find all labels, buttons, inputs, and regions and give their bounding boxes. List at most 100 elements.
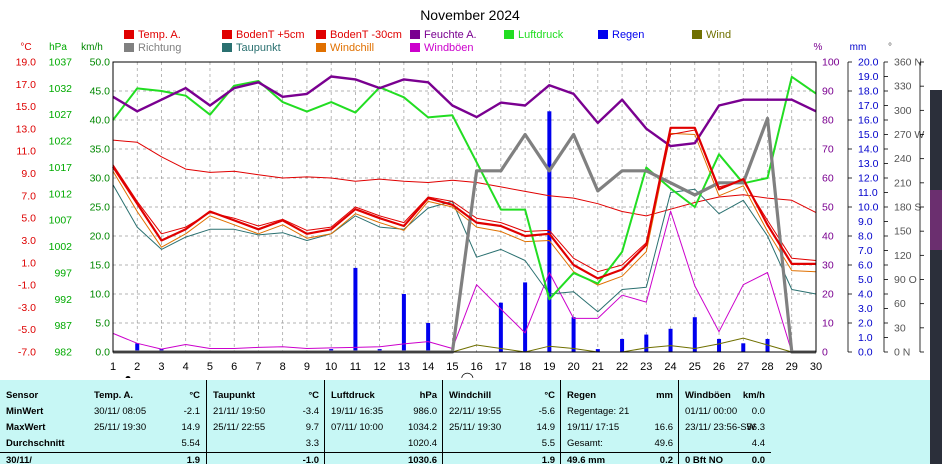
pressure-tick-label: 992 [54, 294, 72, 306]
stats-cell-value: 14.9 [537, 420, 556, 436]
x-tick-label: 17 [495, 361, 507, 373]
section-title: Taupunkt [213, 388, 255, 404]
rain-bar [523, 282, 527, 352]
temp-tick-label: -5.0 [18, 324, 36, 336]
direction-tick-label: 240 [894, 153, 912, 165]
rain-bar [620, 339, 624, 352]
rain-bar [572, 317, 576, 352]
stats-cell-value: 0.2 [660, 453, 673, 469]
stats-cell-time: 23/11/ 23:56-SW [685, 420, 756, 436]
humidity-tick-label: 30 [822, 260, 834, 272]
x-tick-label: 21 [592, 361, 604, 373]
humidity-tick-label: 90 [822, 86, 834, 98]
stats-cell-value: 49.6 [655, 436, 674, 452]
wind-tick-label: 10.0 [90, 289, 111, 301]
stats-cell-value: 56.3 [747, 420, 766, 436]
pressure-tick-label: 1032 [49, 83, 73, 95]
stats-cell-time: 49.6 mm [567, 453, 605, 469]
rain-tick-label: 18.0 [858, 86, 879, 98]
rain-bar [644, 335, 648, 352]
stats-cell-time: 01/11/ 00:00 [685, 404, 737, 420]
stats-row: 22/11/ 19:55 -5.6 [443, 404, 561, 420]
section-title: Windböen [685, 388, 731, 404]
stats-row: 1030.6 [325, 452, 443, 469]
rain-tick-label: 12.0 [858, 173, 879, 185]
x-tick-label: 23 [640, 361, 652, 373]
temp-tick-label: 11.0 [16, 146, 36, 158]
humidity-tick-label: 60 [822, 173, 834, 185]
row-label-max: MaxWert [6, 420, 45, 436]
x-tick-label: 7 [255, 361, 261, 373]
direction-tick-label: 30 [894, 322, 906, 334]
stats-cell-time: 25/11/ 19:30 [449, 420, 501, 436]
stats-row: 07/11/ 10:00 1034.2 [325, 420, 443, 436]
x-tick-label: 3 [158, 361, 164, 373]
stats-table: Sensor MinWert MaxWert Durchschnitt 30/1… [0, 380, 930, 464]
stats-cell-value: 9.7 [306, 420, 319, 436]
rain-tick-label: 13.0 [858, 158, 879, 170]
stats-cell-value: -2.1 [184, 404, 200, 420]
stats-cell-value: -3.4 [303, 404, 319, 420]
legend-swatch [316, 30, 326, 39]
x-tick-label: 9 [304, 361, 310, 373]
x-tick-label: 15 [446, 361, 458, 373]
stats-section-sensor: Sensor MinWert MaxWert Durchschnitt 30/1… [0, 380, 88, 464]
row-label-avg: Durchschnitt [6, 436, 65, 452]
legend-swatch [222, 43, 232, 52]
stats-row: 25/11/ 19:30 14.9 [443, 420, 561, 436]
x-tick-label: 19 [543, 361, 555, 373]
stats-cell-value: 1.9 [187, 453, 200, 469]
stats-cell-time: 22/11/ 19:55 [449, 404, 501, 420]
direction-tick-label: 180 S [894, 202, 921, 214]
pressure-tick-label: 1027 [49, 109, 73, 121]
stats-cell-value: 3.3 [306, 436, 319, 452]
stats-cell-time: 21/11/ 19:50 [213, 404, 265, 420]
stats-row: 0 Bft NO 0.0 [679, 452, 771, 469]
stats-cell-value: 0.0 [752, 453, 765, 469]
direction-tick-label: 360 N [894, 57, 922, 69]
stats-row: 3.3 [207, 436, 325, 452]
rain-bar [693, 317, 697, 352]
humidity-axis-label: % [814, 42, 823, 53]
stats-row: 25/11/ 19:30 14.9 [88, 420, 206, 436]
legend-swatch [316, 43, 326, 52]
rain-tick-label: 7.0 [858, 245, 873, 257]
temp-tick-label: 7.0 [21, 190, 36, 202]
rain-tick-label: 10.0 [858, 202, 879, 214]
direction-tick-label: 300 [894, 105, 912, 117]
row-label-today: 30/11/ [6, 453, 32, 469]
humidity-tick-label: 0 [822, 347, 828, 359]
x-tick-label: 11 [350, 361, 361, 373]
rain-tick-label: 11.0 [858, 187, 878, 199]
x-tick-label: 24 [664, 361, 676, 373]
stats-cell-value: 986.0 [413, 404, 437, 420]
stats-cell-value: 5.54 [182, 436, 201, 452]
temp-tick-label: 15.0 [16, 101, 37, 113]
stats-row: 21/11/ 19:50 -3.4 [207, 404, 325, 420]
stats-row: 5.5 [443, 436, 561, 452]
stats-cell-value: 16.6 [655, 420, 674, 436]
pressure-tick-label: 1037 [49, 57, 73, 69]
stats-cell-time: 0 Bft NO [685, 453, 723, 469]
stats-row: 4.4 [679, 436, 771, 452]
stats-row: 25/11/ 22:55 9.7 [207, 420, 325, 436]
x-tick-label: 8 [280, 361, 286, 373]
temp-tick-label: 19.0 [16, 57, 37, 69]
humidity-tick-label: 10 [822, 318, 834, 330]
legend-entry: Regen [612, 29, 644, 41]
rain-axis-label: mm [850, 42, 867, 53]
temp-tick-label: -3.0 [18, 302, 36, 314]
stats-row: -1.0 [207, 452, 325, 469]
section-unit: °C [189, 388, 200, 404]
direction-tick-label: 150 [894, 226, 912, 238]
stats-cell-value: 1020.4 [408, 436, 437, 452]
stats-row: 23/11/ 23:56-SW 56.3 [679, 420, 771, 436]
rain-tick-label: 1.0 [858, 332, 873, 344]
direction-tick-label: 90 O [894, 274, 917, 286]
section-unit: km/h [743, 388, 765, 404]
stats-cell-time: Regentage: 21 [567, 404, 629, 420]
humidity-tick-label: 50 [822, 202, 834, 214]
rain-tick-label: 15.0 [858, 129, 879, 141]
wind-tick-label: 50.0 [90, 57, 111, 69]
stats-cell-time: 19/11/ 16:35 [331, 404, 383, 420]
